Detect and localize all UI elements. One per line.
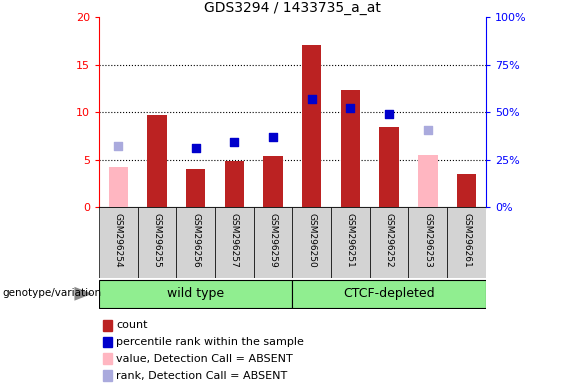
Text: count: count — [116, 320, 148, 330]
Bar — [108, 167, 128, 207]
Text: GSM296254: GSM296254 — [114, 213, 123, 268]
FancyBboxPatch shape — [176, 207, 215, 278]
Polygon shape — [75, 287, 92, 301]
FancyBboxPatch shape — [408, 207, 447, 278]
Bar — [103, 353, 112, 364]
Text: GSM296259: GSM296259 — [268, 213, 277, 268]
Point — [346, 104, 355, 111]
Text: GSM296257: GSM296257 — [230, 213, 239, 268]
Bar — [103, 370, 112, 381]
Text: GSM296261: GSM296261 — [462, 213, 471, 268]
Text: genotype/variation: genotype/variation — [3, 288, 102, 298]
FancyBboxPatch shape — [215, 207, 254, 278]
Text: rank, Detection Call = ABSENT: rank, Detection Call = ABSENT — [116, 371, 288, 381]
FancyBboxPatch shape — [370, 207, 408, 278]
Point — [114, 142, 123, 149]
Bar — [225, 161, 244, 207]
Bar — [380, 127, 399, 207]
Text: wild type: wild type — [167, 286, 224, 300]
FancyBboxPatch shape — [254, 207, 293, 278]
Text: GSM296253: GSM296253 — [423, 213, 432, 268]
FancyBboxPatch shape — [99, 207, 138, 278]
Title: GDS3294 / 1433735_a_at: GDS3294 / 1433735_a_at — [204, 1, 381, 15]
FancyBboxPatch shape — [447, 207, 486, 278]
Text: GSM296256: GSM296256 — [191, 213, 200, 268]
Bar — [341, 91, 360, 207]
Point — [191, 146, 200, 152]
FancyBboxPatch shape — [99, 280, 293, 308]
Text: value, Detection Call = ABSENT: value, Detection Call = ABSENT — [116, 354, 293, 364]
Bar — [103, 337, 112, 348]
Bar — [457, 174, 476, 207]
Text: GSM296252: GSM296252 — [385, 213, 394, 268]
Point — [423, 127, 432, 134]
Bar — [418, 155, 437, 207]
Text: GSM296250: GSM296250 — [307, 213, 316, 268]
Bar — [302, 45, 321, 207]
Point — [268, 134, 277, 140]
FancyBboxPatch shape — [331, 207, 370, 278]
Bar — [103, 320, 112, 331]
Point — [230, 139, 239, 145]
Point — [307, 96, 316, 102]
FancyBboxPatch shape — [138, 207, 176, 278]
Text: CTCF-depleted: CTCF-depleted — [344, 286, 435, 300]
Text: GSM296255: GSM296255 — [153, 213, 162, 268]
Point — [385, 111, 394, 117]
FancyBboxPatch shape — [293, 207, 331, 278]
Bar — [147, 115, 167, 207]
Text: GSM296251: GSM296251 — [346, 213, 355, 268]
Text: percentile rank within the sample: percentile rank within the sample — [116, 337, 304, 347]
Bar — [186, 169, 205, 207]
Bar — [263, 156, 282, 207]
FancyBboxPatch shape — [293, 280, 486, 308]
